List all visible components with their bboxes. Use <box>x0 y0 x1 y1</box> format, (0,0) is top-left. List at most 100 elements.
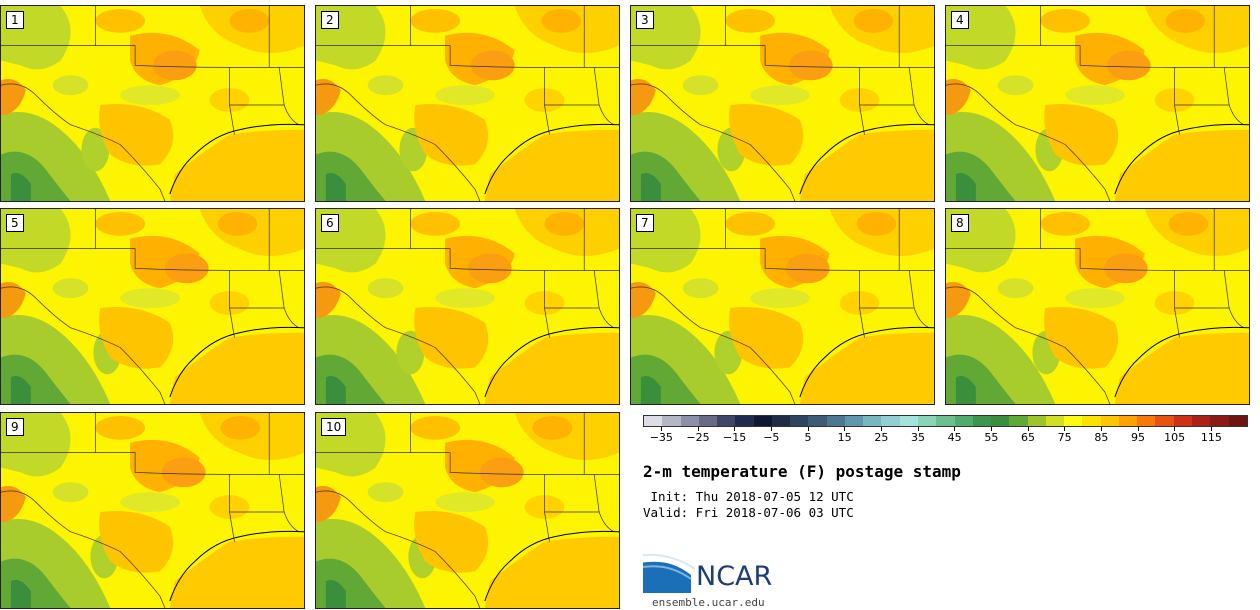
map-panel-3: 3 <box>630 5 935 202</box>
panel-label: 1 <box>6 11 24 29</box>
colorbar-segment <box>954 416 973 426</box>
panel-label: 6 <box>321 214 339 232</box>
colorbar-tick: 105 <box>1155 427 1195 444</box>
colorbar-segment <box>1118 416 1138 426</box>
colorbar-segment <box>1210 416 1229 426</box>
temperature-map <box>946 209 1249 404</box>
colorbar-tick-label: 55 <box>984 431 999 444</box>
temperature-map <box>1 6 304 201</box>
colorbar-tick-label: 105 <box>1164 431 1186 444</box>
colorbar-tick: −25 <box>678 427 718 444</box>
colorbar-tick: 95 <box>1118 427 1158 444</box>
colorbar-tick: 5 <box>788 427 828 444</box>
panel-label: 2 <box>321 11 339 29</box>
colorbar-tick: 115 <box>1191 427 1231 444</box>
panel-label: 5 <box>6 214 24 232</box>
ncar-logo: NCAR <box>641 553 801 598</box>
temperature-map <box>316 209 619 404</box>
colorbar-segment <box>735 416 754 426</box>
temperature-map <box>1 209 304 404</box>
colorbar-segment <box>1045 416 1065 426</box>
valid-time: Valid: Fri 2018-07-06 03 UTC <box>643 505 854 520</box>
colorbar-segment <box>1191 416 1211 426</box>
colorbar-tick-label: 85 <box>1094 431 1109 444</box>
map-panel-1: 1 <box>0 5 305 202</box>
colorbar-segment <box>644 416 663 426</box>
colorbar-tick-label: 45 <box>947 431 962 444</box>
colorbar-tick: −5 <box>751 427 791 444</box>
map-panel-4: 4 <box>945 5 1250 202</box>
colorbar-tick-label: 15 <box>837 431 852 444</box>
map-panel-6: 6 <box>315 208 620 405</box>
colorbar-tick: 65 <box>1008 427 1048 444</box>
website-url: ensemble.ucar.edu <box>652 596 765 609</box>
colorbar-tick-label: 95 <box>1131 431 1145 444</box>
map-panel-2: 2 <box>315 5 620 202</box>
colorbar-segment <box>972 416 992 426</box>
colorbar-segment <box>808 416 827 426</box>
colorbar-segment <box>881 416 900 426</box>
figure-title: 2-m temperature (F) postage stamp <box>643 462 961 481</box>
colorbar-segment <box>753 416 772 426</box>
map-panel-8: 8 <box>945 208 1250 405</box>
colorbar-tick-label: −25 <box>686 431 710 444</box>
colorbar-segment <box>662 416 681 426</box>
colorbar-tick: 85 <box>1081 427 1121 444</box>
colorbar-tick-label: 5 <box>804 431 812 444</box>
colorbar-tick-label: −35 <box>649 431 673 444</box>
map-panel-5: 5 <box>0 208 305 405</box>
colorbar-tick-label: −15 <box>723 431 747 444</box>
map-panel-7: 7 <box>630 208 935 405</box>
colorbar-tick-label: 65 <box>1021 431 1035 444</box>
colorbar-tick: 55 <box>971 427 1011 444</box>
colorbar-tick: 75 <box>1045 427 1085 444</box>
colorbar-segment <box>1155 416 1174 426</box>
panel-label: 7 <box>636 214 654 232</box>
colorbar-tick: 35 <box>898 427 938 444</box>
colorbar-segment <box>698 416 718 426</box>
panel-label: 3 <box>636 11 654 29</box>
colorbar-segment <box>1082 416 1101 426</box>
temperature-map <box>946 6 1249 201</box>
colorbar-segment <box>936 416 955 426</box>
colorbar-tick-label: 115 <box>1200 431 1222 444</box>
map-panel-10: 10 <box>315 412 620 609</box>
colorbar-segment <box>790 416 809 426</box>
colorbar-segment <box>1137 416 1156 426</box>
colorbar-tick: −15 <box>715 427 755 444</box>
colorbar-tick: −35 <box>641 427 681 444</box>
colorbar-segment <box>1027 416 1046 426</box>
colorbar-segment <box>680 416 699 426</box>
map-panel-9: 9 <box>0 412 305 609</box>
temperature-map <box>316 413 619 608</box>
colorbar-segment <box>717 416 736 426</box>
temperature-map <box>1 413 304 608</box>
init-time: Init: Thu 2018-07-05 12 UTC <box>643 489 854 504</box>
colorbar-segment <box>1100 416 1119 426</box>
colorbar-segment <box>771 416 791 426</box>
colorbar-segment <box>826 416 845 426</box>
colorbar-segment <box>991 416 1010 426</box>
temperature-colorbar <box>643 415 1248 427</box>
temperature-map <box>631 6 934 201</box>
logo-text: NCAR <box>696 561 773 592</box>
panel-label: 8 <box>951 214 969 232</box>
colorbar-tick: 25 <box>861 427 901 444</box>
colorbar-segment <box>917 416 937 426</box>
temperature-map <box>631 209 934 404</box>
colorbar-tick: 45 <box>935 427 975 444</box>
colorbar-segment <box>1228 416 1247 426</box>
colorbar-tick-label: 25 <box>874 431 889 444</box>
panel-label: 9 <box>6 418 24 436</box>
colorbar-segment <box>1064 416 1083 426</box>
colorbar-ticks: −35 −25 −15 −5 5 15 25 35 45 55 65 75 85 95 105 115 <box>643 427 1248 447</box>
colorbar-tick: 15 <box>825 427 865 444</box>
colorbar-segment <box>1173 416 1192 426</box>
colorbar-tick-label: −5 <box>763 431 780 444</box>
ncar-swoosh-icon <box>642 553 696 593</box>
colorbar-tick-label: 75 <box>1057 431 1072 444</box>
temperature-map <box>316 6 619 201</box>
colorbar-segment <box>863 416 882 426</box>
colorbar-segment <box>1009 416 1028 426</box>
colorbar-segment <box>844 416 864 426</box>
